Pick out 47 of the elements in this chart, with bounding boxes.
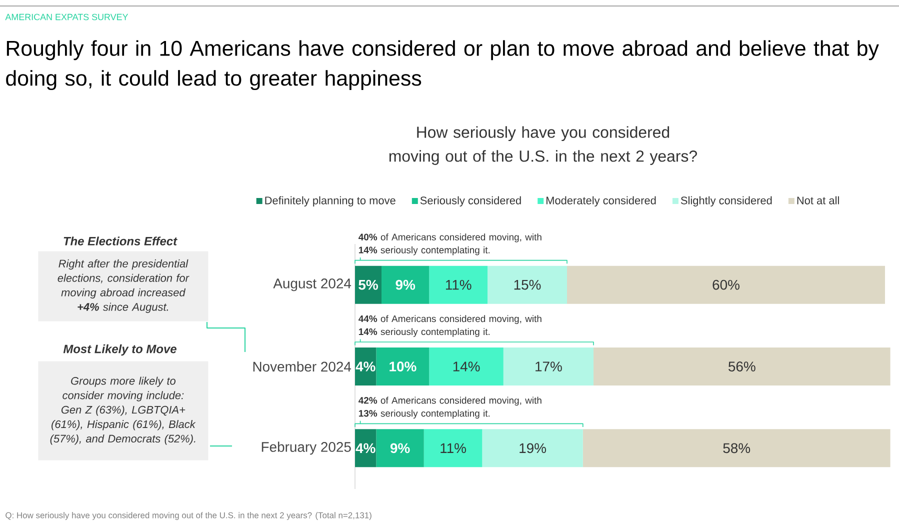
data-label: 60%	[712, 280, 740, 290]
bar	[429, 348, 504, 386]
legend-label: Slightly considered	[680, 196, 772, 206]
bar	[382, 266, 430, 304]
text: Q: How seriously have you considered moving out of the U.S. in the next 2 years? (Total n=2,131)	[6, 512, 372, 520]
data-label: 9%	[390, 443, 410, 454]
text: Right after the presidential elections, consideration for moving abroad increased +4% since August.	[58, 259, 190, 313]
annotation: 42% of Americans considered moving, with 13% seriously contemplating it.	[358, 396, 542, 419]
text: AMERICAN EXPATS SURVEY	[5, 14, 128, 20]
legend-label: Definitely planning to move	[265, 196, 396, 206]
data-label: 4%	[356, 443, 376, 454]
data-label: 11%	[440, 443, 466, 454]
text: Most Likely to Move	[63, 344, 176, 356]
bar	[482, 429, 583, 468]
bar	[376, 429, 424, 468]
bar	[567, 266, 886, 304]
y-tick-label: November 2024	[253, 361, 352, 372]
bar	[582, 429, 890, 468]
data-label: 4%	[356, 362, 376, 372]
bar	[503, 348, 594, 386]
chart-subtitle: How seriously have you considered moving out of the U.S. in the next 2 years?	[389, 126, 697, 165]
annotation: 44% of Americans considered moving, with 14% seriously contemplating it.	[358, 315, 542, 337]
legend-label: Not at all	[797, 196, 839, 204]
y-tick-label: February 2025	[262, 442, 351, 455]
data-label: 10%	[390, 362, 416, 372]
data-label: 56%	[728, 362, 756, 372]
legend-label: Seriously considered	[420, 196, 521, 206]
text: Groups more likely to consider moving include: Gen Z (63%), LGBTQIA+ (61%), Hispanic (61%), Black (57%), and Democrats (52%).	[50, 376, 196, 445]
data-label: 15%	[514, 280, 541, 290]
data-label: 5%	[358, 280, 378, 290]
data-label: 17%	[536, 362, 562, 372]
y-tick-label: August 2024	[273, 278, 352, 292]
data-label: 19%	[520, 443, 546, 454]
bar	[429, 266, 488, 304]
data-label: 11%	[446, 280, 472, 290]
bar	[355, 266, 382, 304]
data-label: 58%	[723, 443, 750, 454]
annotation: 40% of Americans considered moving, with 14% seriously contemplating it.	[358, 233, 542, 256]
text: The Elections Effect	[64, 236, 178, 246]
bar	[424, 429, 482, 468]
chart-title: Roughly four in 10 Americans have considered or plan to move abroad and believe that by doing so, it could lead to greater happiness	[6, 40, 879, 90]
legend-label: Moderately considered	[546, 196, 656, 206]
data-label: 9%	[396, 280, 416, 290]
data-label: 14%	[453, 362, 480, 372]
bar	[488, 266, 568, 304]
bar	[594, 348, 890, 386]
bar	[376, 348, 430, 386]
